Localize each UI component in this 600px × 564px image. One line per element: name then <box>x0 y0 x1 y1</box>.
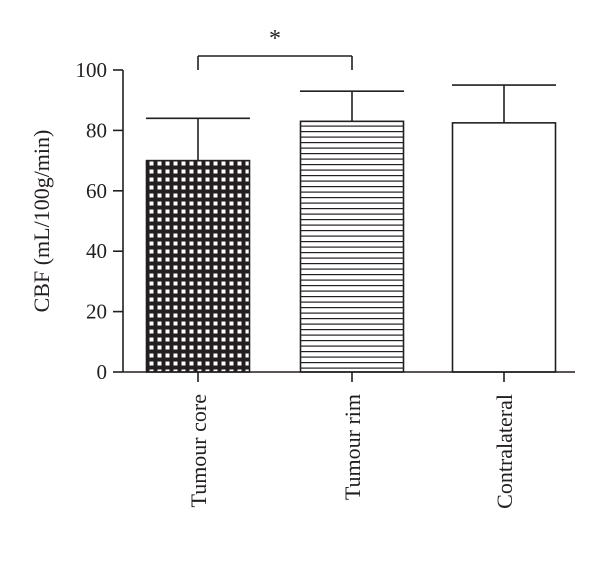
y-tick-label-40: 40 <box>86 239 107 263</box>
category-label-tumour-rim: Tumour rim <box>340 394 365 500</box>
y-axis-ticks: 0 20 40 60 80 100 <box>76 58 123 384</box>
error-bars <box>146 84 556 161</box>
y-tick-label-100: 100 <box>76 58 108 82</box>
x-axis-labels: Tumour core Tumour rim Contralateral <box>186 394 517 509</box>
y-tick-label-20: 20 <box>86 300 107 324</box>
y-tick-label-80: 80 <box>86 118 107 142</box>
significance-bracket: * <box>197 26 353 70</box>
category-label-tumour-core: Tumour core <box>186 394 211 507</box>
y-axis-title: CBF (mL/100g/min) <box>29 130 54 313</box>
y-tick-label-0: 0 <box>97 360 108 384</box>
category-label-contralateral: Contralateral <box>492 394 517 509</box>
bar-tumour-core <box>145 159 251 373</box>
x-axis-ticks <box>197 372 505 382</box>
bars <box>145 120 557 373</box>
bar-contralateral <box>451 122 557 373</box>
bar-tumour-rim <box>299 120 405 373</box>
significance-star: * <box>269 26 281 52</box>
y-tick-label-60: 60 <box>86 179 107 203</box>
